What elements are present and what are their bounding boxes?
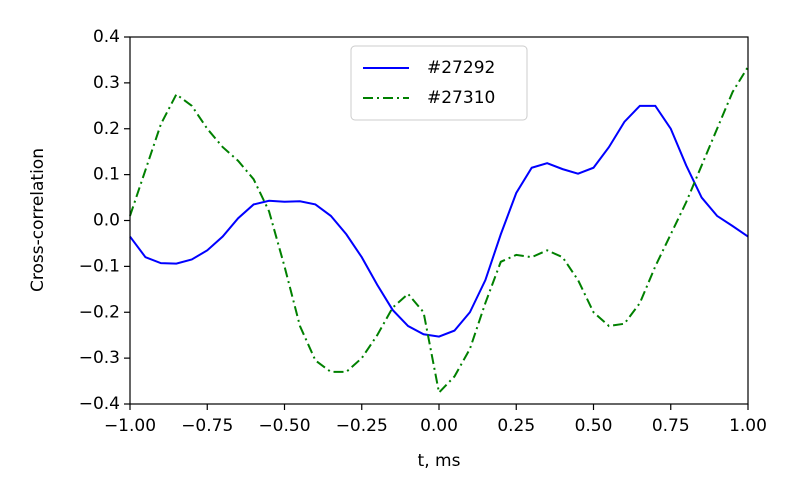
series-line — [129, 66, 749, 395]
y-tick-label: 0.1 — [93, 165, 120, 185]
x-tick-label: −0.25 — [336, 416, 388, 436]
x-tick-label: −1.00 — [104, 416, 156, 436]
legend-box — [350, 45, 528, 121]
x-tick-label: 0.75 — [652, 416, 690, 436]
x-tick-label: −0.75 — [181, 416, 233, 436]
y-tick-label: −0.4 — [79, 394, 120, 414]
y-tick-label: −0.1 — [79, 256, 120, 276]
y-tick-label: 0.0 — [93, 211, 120, 231]
x-tick-label: 1.00 — [729, 416, 767, 436]
y-tick-label: 0.3 — [93, 73, 120, 93]
legend-label: #27292 — [427, 58, 495, 78]
x-axis-label: t, ms — [418, 451, 461, 471]
legend-label: #27310 — [427, 88, 495, 108]
y-tick-label: −0.2 — [79, 302, 120, 322]
x-tick-label: 0.25 — [497, 416, 535, 436]
y-tick-label: −0.3 — [79, 348, 120, 368]
x-tick-label: 0.50 — [575, 416, 613, 436]
series-line — [129, 104, 749, 338]
x-tick-label: −0.50 — [258, 416, 310, 436]
x-tick-label: 0.00 — [420, 416, 458, 436]
plot-frame — [129, 36, 749, 405]
y-axis-label: Cross-correlation — [28, 148, 48, 292]
y-tick-label: 0.2 — [93, 119, 120, 139]
y-tick-label: 0.4 — [93, 27, 120, 47]
